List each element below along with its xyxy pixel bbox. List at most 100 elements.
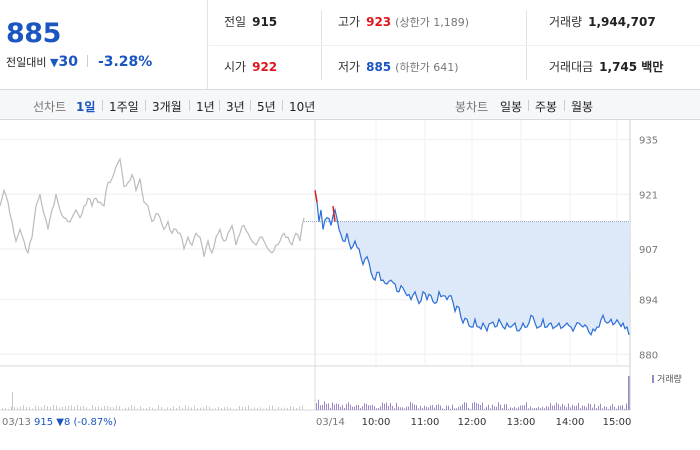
period-5years[interactable]: 5년 [257, 100, 276, 114]
y-tick-label: 907 [639, 245, 658, 256]
volume-bar-today [438, 404, 439, 410]
volume-bar-prev [92, 405, 93, 410]
volume-bar-prev [116, 405, 117, 410]
high-value: 923 [366, 15, 392, 29]
volume-bar-prev [242, 407, 243, 410]
volume-bar-today [588, 403, 589, 410]
volume-bar-today [470, 408, 471, 410]
volume-bar-today [354, 406, 355, 410]
volume-bar-today [448, 405, 449, 410]
prev-close-value: 915 [252, 15, 278, 29]
volume-bar-today [374, 406, 375, 410]
volume-bar-today [370, 405, 371, 410]
period-weekly-candle[interactable]: 주봉 [535, 100, 558, 114]
volume-bar-prev [20, 406, 21, 410]
line-chart-label: 선차트 [33, 100, 67, 114]
volume-bar-today [566, 407, 567, 410]
current-price-box: 885 전일대비 ▼30 -3.28% [0, 0, 208, 90]
volume-bar-today [500, 404, 501, 410]
volume-bar-today [424, 405, 425, 410]
period-1week[interactable]: 1주일 [109, 100, 139, 114]
volume-bar-today [602, 408, 603, 410]
volume-bar-today [466, 402, 467, 410]
volume-bar-today [398, 406, 399, 410]
volume-bar-today [562, 403, 563, 410]
period-1day[interactable]: 1일 [76, 100, 96, 114]
lower-limit: (하한가 641) [395, 61, 459, 74]
volume-bar-today [406, 406, 407, 410]
volume-bar-today [476, 403, 477, 410]
volume-bar-prev [221, 407, 222, 410]
time-label: 12:00 [458, 417, 487, 428]
volume-bar-today [368, 405, 369, 410]
volume-bar-prev [158, 405, 159, 410]
volume-bar-today [592, 407, 593, 410]
volume-bar-today [532, 408, 533, 410]
volume-bar-today [538, 406, 539, 410]
volume-bar-prev [152, 407, 153, 410]
volume-bar-today [422, 407, 423, 410]
volume-bar-prev [284, 407, 285, 410]
volume-bar-today [418, 408, 419, 410]
volume-bar-today [358, 405, 359, 410]
prev-day-summary: 915 ▼8 (-0.87%) [34, 417, 117, 428]
change-row: 전일대비 ▼30 -3.28% [6, 54, 152, 70]
volume-bar-prev [53, 405, 54, 410]
period-3months[interactable]: 3개월 [152, 100, 182, 114]
volume-bar-today [462, 404, 463, 410]
period-10years[interactable]: 10년 [289, 100, 316, 114]
change-label: 전일대비 [6, 56, 47, 69]
volume-bar-today [364, 403, 365, 410]
period-monthly-candle[interactable]: 월봉 [571, 100, 594, 114]
volume-bar-prev [50, 407, 51, 410]
volume-bar-prev [212, 408, 213, 410]
volume-bar-today [474, 402, 475, 410]
volume-bar-prev [119, 406, 120, 410]
volume-bar-today [468, 407, 469, 410]
period-daily-candle[interactable]: 일봉 [500, 100, 523, 114]
volume-bar-prev [290, 406, 291, 410]
volume-bar-prev [215, 408, 216, 410]
volume-bar-today [582, 405, 583, 410]
volume-bar-prev [164, 408, 165, 410]
volume-bar-prev [35, 405, 36, 410]
volume-bar-prev [83, 405, 84, 410]
volume-bar-today [316, 402, 317, 410]
volume-bar-today [626, 403, 627, 410]
time-label: 13:00 [507, 417, 536, 428]
volume-bar-prev [281, 407, 282, 410]
volume-stat: 거래량 1,944,707 [549, 0, 656, 45]
volume-bar-today [606, 407, 607, 410]
high-label: 고가 [338, 15, 361, 29]
volume-bar-today [480, 405, 481, 410]
volume-bar-prev [56, 405, 57, 410]
volume-bar-today [426, 406, 427, 410]
volume-bar-prev [125, 407, 126, 410]
volume-bar-prev [206, 405, 207, 410]
volume-bar-today [352, 406, 353, 410]
volume-bar-today [432, 405, 433, 410]
volume-bar-prev [47, 406, 48, 410]
divider [189, 100, 190, 111]
volume-bar-today [510, 407, 511, 410]
trade-value: 1,745 백만 [599, 60, 664, 74]
y-tick-label: 921 [639, 190, 658, 201]
volume-bar-today [488, 404, 489, 410]
period-3years[interactable]: 3년 [226, 100, 245, 114]
volume-bar-prev [74, 406, 75, 410]
high-stat: 고가 923 (상한가 1,189) [338, 0, 469, 45]
volume-bar-today [320, 405, 321, 410]
prev-day-series [0, 157, 630, 257]
volume-bar-prev [191, 407, 192, 410]
volume-bar-prev [161, 406, 162, 410]
volume-bar-today [540, 408, 541, 410]
triangle-down-icon: ▼ [49, 56, 59, 69]
period-1year[interactable]: 1년 [196, 100, 215, 114]
today-date-label: 03/14 [316, 417, 345, 428]
volume-bar-today [512, 408, 513, 410]
volume-bar-today [612, 403, 613, 410]
volume-bar-prev [251, 408, 252, 410]
volume-bar-prev [2, 408, 3, 410]
today-line [322, 207, 630, 337]
volume-bar-today [436, 404, 437, 410]
